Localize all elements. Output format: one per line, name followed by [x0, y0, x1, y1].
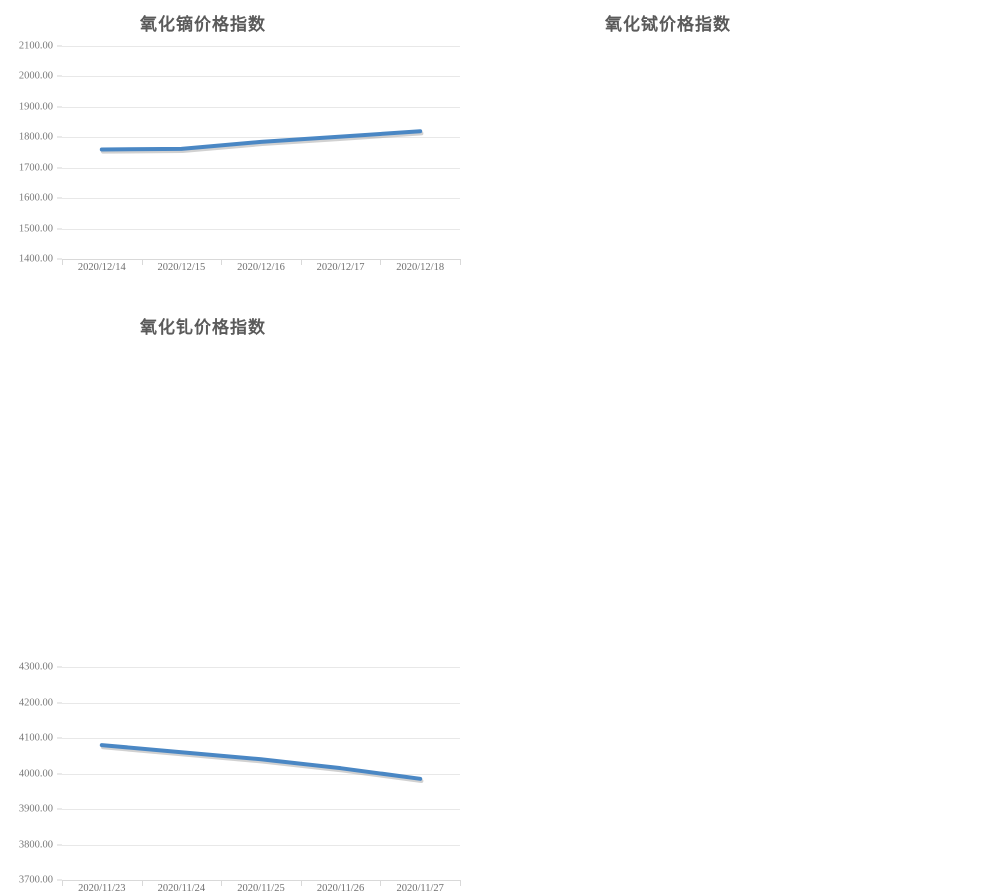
- y-axis-tick-label: 3900.00: [18, 803, 53, 815]
- x-axis-tick-label: 2020/11/23: [78, 883, 126, 894]
- x-axis-tick-label: 2020/12/17: [316, 262, 365, 273]
- x-axis-tick-label: 2020/12/15: [157, 262, 206, 273]
- y-axis-tick-label: 1600.00: [18, 192, 53, 204]
- chart-title-dysprosium-oxide: 氧化镝价格指数: [140, 15, 266, 34]
- chart-panel-gadolinium-oxide: 氧化钆价格指数 4300.00 4200.00 4100.00 4000.00 3900…: [0, 303, 500, 894]
- y-axis-tick-label: 4100.00: [18, 732, 53, 744]
- y-axis-tick-label: 1400.00: [18, 253, 53, 265]
- y-axis-tick-label: 3700.00: [18, 874, 53, 886]
- chart-panel-terbium-oxide: 氧化铽价格指数 2300.002250.002200.002150.002100…: [500, 0, 1000, 303]
- x-axis-tick-mark: [460, 259, 461, 265]
- x-axis-tick-mark: [221, 259, 223, 265]
- chart-title-gadolinium-oxide: 氧化钆价格指数: [140, 318, 266, 337]
- x-axis-tick-mark: [62, 880, 63, 886]
- chart-title-terbium-oxide: 氧化铽价格指数: [605, 15, 731, 34]
- gridline: [62, 106, 460, 108]
- y-axis-tick-mark: [57, 258, 62, 260]
- y-axis-tick-mark: [57, 106, 62, 108]
- x-axis-tick-label: 2020/11/25: [237, 883, 285, 894]
- empty-panel: [500, 303, 1000, 607]
- gridline: [62, 76, 460, 78]
- y-axis-tick-mark: [57, 228, 62, 230]
- y-axis-tick-mark: [57, 136, 62, 138]
- x-axis-tick-label: 2020/12/18: [396, 262, 445, 273]
- series-line-path: [99, 129, 423, 152]
- x-axis-tick-mark: [300, 880, 302, 886]
- x-axis-line: [62, 880, 460, 881]
- y-axis-tick-mark: [57, 167, 62, 169]
- y-axis-tick-label: 4000.00: [18, 768, 53, 779]
- series-line-shadow: [100, 745, 424, 784]
- x-axis-tick-mark: [221, 880, 223, 886]
- series-line-gadolinium-oxide: [99, 743, 424, 784]
- x-axis-tick-label: 2020/12/16: [237, 262, 285, 273]
- plot-area-dysprosium-oxide: [57, 45, 460, 260]
- plot-inner: [57, 45, 460, 260]
- chart-panel-dysprosium-oxide: 氧化镝价格指数 2100.00 2000.00 1900.00 1800.00 1700…: [0, 0, 500, 303]
- x-axis-tick-mark: [460, 880, 461, 886]
- y-axis-tick-label: 1500.00: [18, 223, 53, 235]
- y-axis-tick-mark: [57, 45, 62, 47]
- y-axis-tick-label: 1900.00: [18, 101, 53, 113]
- y-axis-tick-label: 4200.00: [18, 697, 53, 708]
- x-axis-tick-mark: [380, 880, 382, 886]
- gridline: [62, 167, 460, 169]
- y-axis-tick-label: 1700.00: [18, 162, 53, 174]
- x-axis-tick-mark: [62, 259, 63, 265]
- x-axis-tick-mark: [380, 259, 382, 265]
- y-axis-tick-label: 4300.00: [18, 661, 53, 673]
- x-axis-tick-label: 2020/11/26: [316, 883, 365, 894]
- gridline: [62, 228, 460, 230]
- series-line-dysprosium-oxide: [99, 129, 424, 154]
- x-axis-line: [62, 259, 460, 260]
- x-axis-tick-label: 2020/12/14: [77, 262, 126, 273]
- y-axis-tick-label: 2100.00: [18, 40, 53, 52]
- x-axis-tick-mark: [141, 880, 143, 886]
- y-axis-tick-label: 1800.00: [18, 131, 53, 143]
- x-axis-tick-label: 2020/11/24: [157, 883, 206, 894]
- plot-area-gadolinium-oxide: [57, 666, 460, 881]
- x-axis-tick-label: 2020/11/27: [396, 883, 444, 894]
- x-axis-tick-mark: [141, 259, 143, 265]
- y-axis-tick-label: 2000.00: [18, 70, 53, 82]
- y-axis-tick-mark: [57, 75, 62, 77]
- y-axis-tick-label: 3800.00: [18, 839, 53, 850]
- gridline: [62, 137, 460, 139]
- series-line-shadow: [100, 131, 424, 154]
- y-axis-tick-mark: [57, 197, 62, 199]
- x-axis-tick-mark: [300, 259, 302, 265]
- gridline: [62, 198, 460, 200]
- plot-inner: [57, 666, 460, 881]
- gridline: [62, 46, 460, 47]
